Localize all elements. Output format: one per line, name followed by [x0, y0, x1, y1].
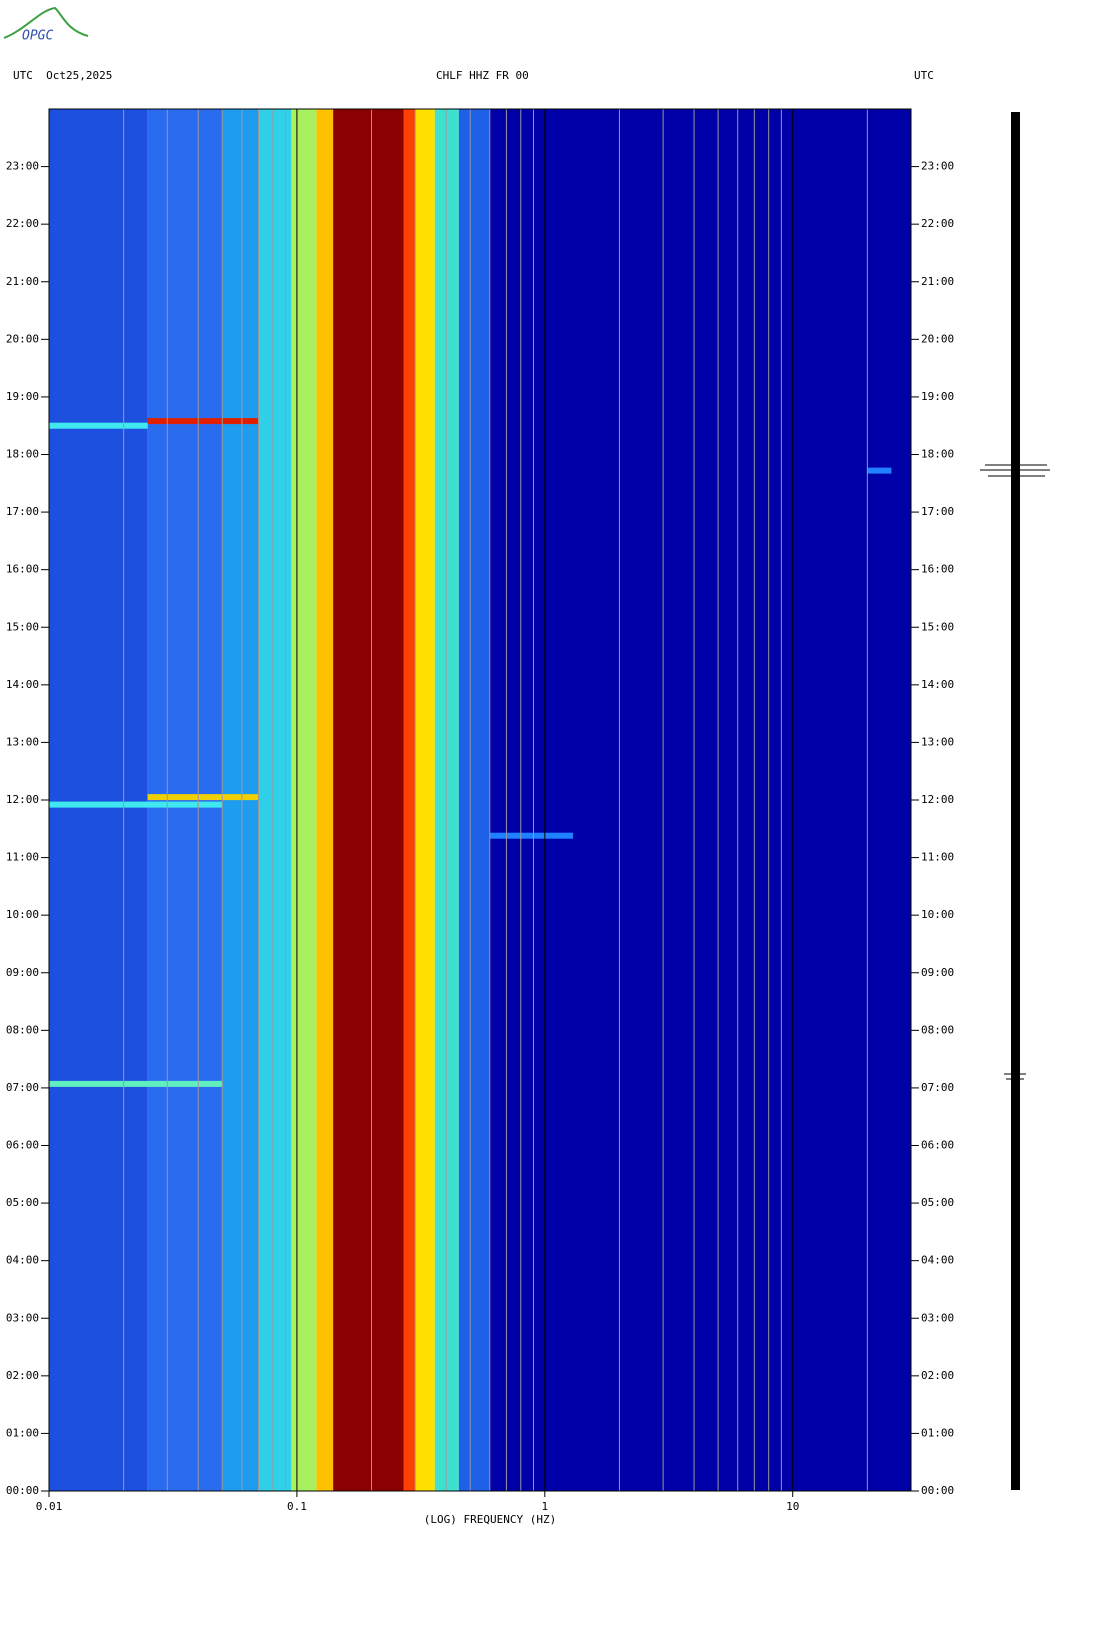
spectral-band	[489, 109, 911, 1491]
event-streak	[489, 832, 574, 839]
y-tick-label: 02:00	[6, 1369, 39, 1382]
y-tick-label: 10:00	[921, 908, 954, 921]
right-header: UTC	[914, 69, 934, 82]
y-tick-label: 06:00	[6, 1139, 39, 1152]
y-tick-label: 15:00	[6, 620, 39, 633]
spectral-band	[458, 109, 490, 1491]
y-tick-label: 11:00	[921, 851, 954, 864]
y-tick-label: 23:00	[6, 160, 39, 173]
seismogram	[980, 112, 1050, 1490]
y-tick-label: 08:00	[6, 1023, 39, 1036]
y-tick-label: 20:00	[921, 332, 954, 345]
y-tick-label: 09:00	[921, 966, 954, 979]
x-tick-label: 0.01	[36, 1500, 63, 1513]
y-tick-label: 01:00	[6, 1426, 39, 1439]
y-tick-label: 08:00	[921, 1023, 954, 1036]
y-tick-label: 15:00	[921, 620, 954, 633]
y-tick-label: 00:00	[6, 1484, 39, 1497]
y-tick-label: 11:00	[6, 851, 39, 864]
y-tick-label: 20:00	[6, 332, 39, 345]
x-tick-label: 0.1	[287, 1500, 307, 1513]
y-tick-label: 12:00	[6, 793, 39, 806]
y-tick-label: 14:00	[921, 678, 954, 691]
x-tick-label: 1	[541, 1500, 548, 1513]
spectral-band	[434, 109, 459, 1491]
y-tick-label: 17:00	[921, 505, 954, 518]
spectral-band	[415, 109, 435, 1491]
spectral-band	[316, 109, 334, 1491]
y-tick-label: 23:00	[921, 160, 954, 173]
y-tick-label: 16:00	[921, 563, 954, 576]
y-tick-label: 10:00	[6, 908, 39, 921]
y-tick-label: 02:00	[921, 1369, 954, 1382]
trace	[1011, 112, 1020, 1490]
y-tick-label: 18:00	[6, 448, 39, 461]
y-tick-label: 04:00	[6, 1254, 39, 1267]
x-axis-label: (LOG) FREQUENCY (HZ)	[424, 1513, 556, 1526]
y-tick-label: 14:00	[6, 678, 39, 691]
y-tick-label: 06:00	[921, 1139, 954, 1152]
x-tick-label: 10	[786, 1500, 799, 1513]
plot-area: 0.01 0.1 1 10 00:00 00:00 01:00 01:00 02:00 02:00…	[6, 108, 954, 1513]
y-tick-label: 13:00	[921, 735, 954, 748]
event-streak	[147, 794, 259, 801]
y-tick-label: 07:00	[6, 1081, 39, 1094]
logo: OPGC	[22, 29, 53, 44]
y-tick-label: 05:00	[921, 1196, 954, 1209]
y-tick-label: 21:00	[921, 275, 954, 288]
spectral-band	[49, 109, 148, 1491]
y-tick-label: 03:00	[921, 1311, 954, 1324]
left-header: UTC Oct25,2025	[13, 69, 112, 82]
y-tick-label: 01:00	[921, 1426, 954, 1439]
spectral-band	[333, 109, 404, 1491]
plot-frame	[48, 108, 912, 1492]
y-tick-label: 04:00	[921, 1254, 954, 1267]
y-tick-label: 17:00	[6, 505, 39, 518]
spectral-band	[403, 109, 416, 1491]
y-tick-label: 13:00	[6, 735, 39, 748]
y-tick-label: 05:00	[6, 1196, 39, 1209]
y-tick-label: 00:00	[921, 1484, 954, 1497]
spectral-band	[291, 109, 317, 1491]
event-streak	[49, 801, 223, 808]
y-tick-label: 21:00	[6, 275, 39, 288]
event-streak	[49, 1080, 223, 1087]
event-streak	[49, 422, 148, 429]
y-tick-label: 16:00	[6, 563, 39, 576]
y-tick-label: 09:00	[6, 966, 39, 979]
chart-title: CHLF HHZ FR 00	[436, 69, 529, 82]
event-streak	[867, 467, 892, 474]
logo-swoosh	[3, 6, 89, 39]
y-tick-label: 12:00	[921, 793, 954, 806]
event-streak	[147, 418, 259, 425]
y-tick-label: 22:00	[6, 217, 39, 230]
y-tick-label: 03:00	[6, 1311, 39, 1324]
y-tick-label: 07:00	[921, 1081, 954, 1094]
y-tick-label: 22:00	[921, 217, 954, 230]
y-tick-label: 19:00	[6, 390, 39, 403]
y-tick-label: 18:00	[921, 448, 954, 461]
spectral-band	[258, 109, 292, 1491]
y-tick-label: 19:00	[921, 390, 954, 403]
